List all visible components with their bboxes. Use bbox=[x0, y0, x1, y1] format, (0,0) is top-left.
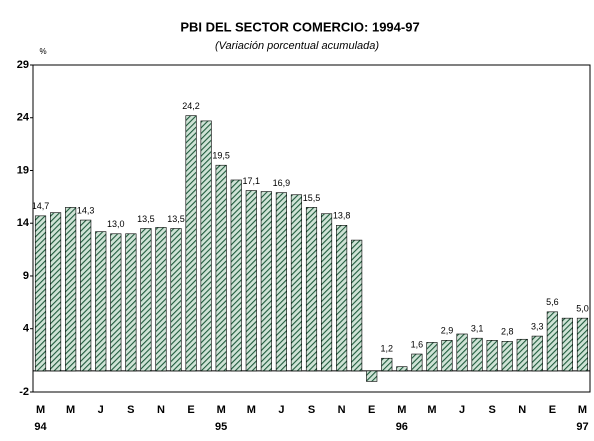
y-tick-label: 4 bbox=[23, 323, 30, 335]
year-label: 97 bbox=[576, 421, 588, 433]
y-tick-label: 9 bbox=[23, 270, 29, 282]
value-label: 14,7 bbox=[32, 201, 50, 211]
y-tick-label: 29 bbox=[17, 59, 29, 71]
value-label: 2,9 bbox=[441, 326, 454, 336]
bar bbox=[230, 179, 242, 372]
year-label: 94 bbox=[34, 421, 47, 433]
bar bbox=[170, 228, 182, 372]
bar bbox=[486, 340, 498, 372]
bar bbox=[456, 333, 468, 372]
bar bbox=[351, 239, 363, 372]
y-tick-label: 14 bbox=[17, 217, 30, 229]
x-tick-label: M bbox=[247, 404, 256, 416]
x-tick-label: N bbox=[518, 404, 526, 416]
bar bbox=[576, 317, 589, 372]
plot-frame bbox=[32, 64, 591, 393]
value-label: 24,2 bbox=[182, 101, 200, 111]
x-tick-label: M bbox=[397, 404, 406, 416]
value-label: 5,6 bbox=[546, 297, 559, 307]
value-label: 2,8 bbox=[501, 327, 514, 337]
bar bbox=[65, 207, 77, 372]
x-tick-label: E bbox=[549, 404, 556, 416]
bar bbox=[110, 233, 122, 372]
bar bbox=[471, 337, 483, 372]
value-label: 13,5 bbox=[167, 214, 185, 224]
bar bbox=[275, 192, 287, 372]
x-tick-label: M bbox=[66, 404, 75, 416]
bar bbox=[320, 213, 333, 372]
bar bbox=[426, 342, 438, 372]
year-label: 96 bbox=[396, 421, 408, 433]
x-tick-label: N bbox=[338, 404, 346, 416]
y-tick-label: 24 bbox=[17, 112, 30, 124]
bar bbox=[95, 231, 107, 372]
value-label: 13,0 bbox=[107, 219, 125, 229]
bar bbox=[260, 191, 272, 372]
value-label: 5,0 bbox=[576, 304, 589, 314]
x-tick-label: J bbox=[459, 404, 465, 416]
value-label: 3,3 bbox=[531, 321, 544, 331]
x-tick-label: J bbox=[98, 404, 104, 416]
chart-title: PBI DEL SECTOR COMERCIO: 1994-97 bbox=[180, 19, 419, 34]
x-tick-label: S bbox=[127, 404, 134, 416]
bar bbox=[516, 338, 528, 372]
bar bbox=[34, 215, 47, 372]
x-tick-label: N bbox=[157, 404, 165, 416]
bar bbox=[185, 115, 197, 372]
bar bbox=[396, 366, 408, 372]
value-label: 16,9 bbox=[273, 178, 291, 188]
x-tick-label: M bbox=[217, 404, 226, 416]
year-label: 95 bbox=[215, 421, 227, 433]
value-label: 1,6 bbox=[411, 339, 424, 349]
x-tick-label: M bbox=[36, 404, 45, 416]
bar bbox=[125, 233, 137, 372]
bar bbox=[561, 317, 573, 372]
bar bbox=[546, 311, 558, 372]
y-tick-label: 19 bbox=[17, 164, 29, 176]
x-tick-label: M bbox=[578, 404, 587, 416]
value-label: 19,5 bbox=[212, 151, 230, 161]
bar bbox=[411, 353, 423, 372]
value-label: 17,1 bbox=[243, 176, 261, 186]
y-tick-label: -2 bbox=[19, 386, 29, 398]
value-label: 13,5 bbox=[137, 214, 155, 224]
value-label: 3,1 bbox=[471, 324, 484, 334]
bar bbox=[366, 370, 378, 382]
bar bbox=[531, 335, 543, 372]
x-tick-label: M bbox=[427, 404, 436, 416]
bar bbox=[305, 207, 318, 372]
bar bbox=[80, 219, 92, 372]
bar bbox=[336, 225, 348, 372]
value-label: 13,8 bbox=[333, 211, 351, 221]
bar bbox=[501, 341, 513, 372]
bar bbox=[245, 190, 257, 372]
chart-subtitle: (Variación porcentual acumulada) bbox=[215, 40, 379, 52]
bar bbox=[290, 194, 303, 372]
x-tick-label: J bbox=[278, 404, 284, 416]
x-tick-label: E bbox=[187, 404, 194, 416]
bar bbox=[50, 212, 62, 372]
bar bbox=[200, 120, 212, 372]
bar bbox=[155, 227, 167, 372]
y-axis-label: % bbox=[39, 47, 46, 56]
bar bbox=[140, 228, 152, 372]
x-tick-label: E bbox=[368, 404, 375, 416]
bar bbox=[381, 357, 393, 372]
value-label: 14,3 bbox=[77, 205, 95, 215]
bar bbox=[215, 164, 227, 372]
x-tick-label: S bbox=[488, 404, 495, 416]
value-label: 1,2 bbox=[381, 344, 394, 354]
value-label: 15,5 bbox=[303, 193, 321, 203]
bar bbox=[441, 340, 453, 372]
x-tick-label: S bbox=[308, 404, 315, 416]
